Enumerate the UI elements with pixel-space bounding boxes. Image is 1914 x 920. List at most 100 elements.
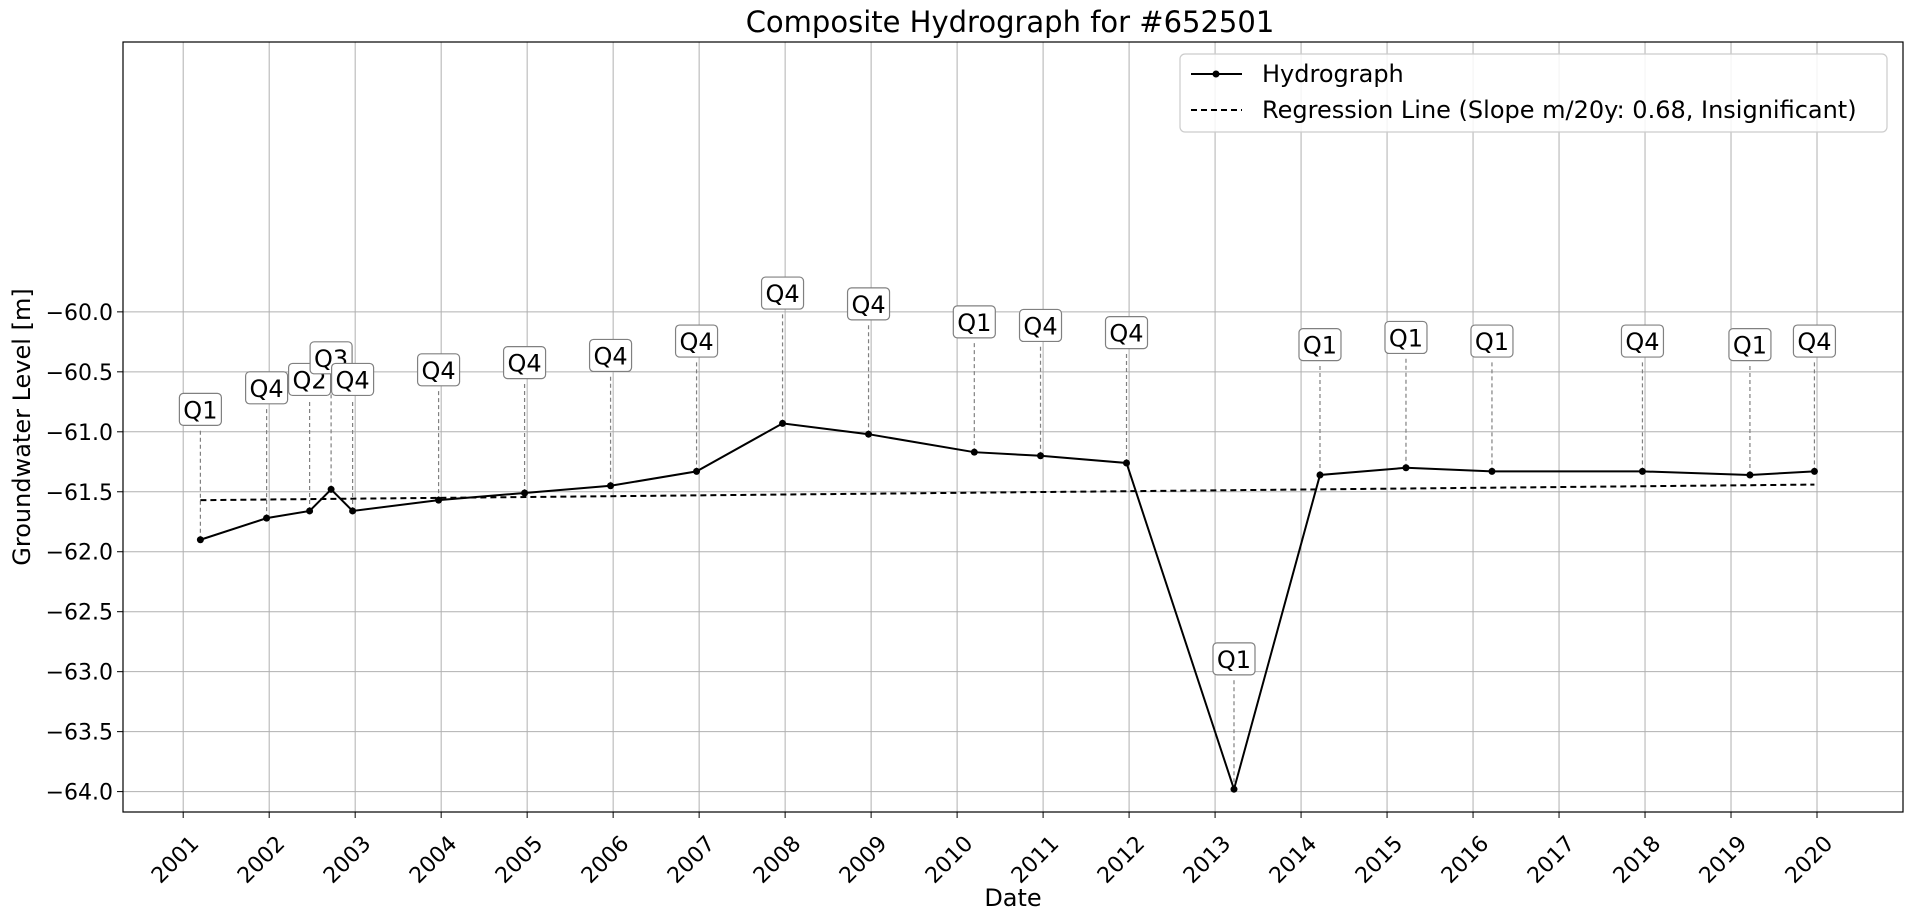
hydrograph-point — [435, 496, 443, 504]
hydrograph-point — [779, 419, 787, 427]
x-tick-label: 2011 — [1007, 831, 1064, 888]
annotation-box — [1018, 308, 1063, 343]
quarter-label: Q4 — [593, 342, 627, 370]
x-tick-label: 2003 — [319, 831, 376, 888]
hydrograph-point — [1810, 467, 1818, 475]
hydrograph-point — [196, 536, 204, 544]
x-tick-label: 2002 — [233, 831, 290, 888]
hydrograph-point — [1037, 452, 1045, 460]
x-tick-label: 2019 — [1695, 831, 1752, 888]
x-tick-label: 2014 — [1265, 831, 1322, 888]
annotation-box — [502, 346, 547, 380]
hydrograph-point — [1123, 459, 1131, 467]
annotation-box — [330, 362, 375, 397]
annotation-box — [245, 371, 289, 405]
x-tick-label: 2015 — [1351, 831, 1408, 888]
annotation-box — [1384, 320, 1428, 355]
regression-line — [200, 483, 1815, 502]
x-tick-label: 2013 — [1179, 831, 1236, 888]
x-tick-label: 2004 — [405, 831, 462, 888]
hydrograph-point — [970, 448, 978, 456]
quarter-label: Q4 — [1023, 312, 1057, 340]
annotation-box — [674, 324, 719, 358]
quarter-label: Q4 — [851, 291, 885, 319]
x-tick-label: 2008 — [749, 831, 806, 888]
quarter-label: Q4 — [765, 280, 799, 308]
quarter-label: Q4 — [250, 375, 284, 403]
y-tick-label: −63.5 — [46, 721, 113, 746]
x-tick-label: 2005 — [491, 831, 548, 888]
quarter-label: Q1 — [1217, 646, 1251, 674]
annotation-box — [846, 287, 891, 321]
hydrograph-point — [865, 430, 873, 438]
annotation-box — [1620, 324, 1665, 358]
legend-hydrograph-marker — [1212, 70, 1220, 78]
quarter-label: Q1 — [1475, 328, 1509, 356]
legend-regression-label: Regression Line (Slope m/20y: 0.68, Insi… — [1262, 96, 1857, 124]
annotation-box — [1298, 328, 1342, 362]
y-tick-label: −60.5 — [46, 361, 113, 386]
annotation-box — [952, 305, 996, 339]
annotation-box — [1728, 328, 1772, 362]
hydrograph-point — [306, 507, 314, 515]
y-tick-label: −63.0 — [46, 661, 113, 686]
hydrograph-point — [263, 514, 271, 522]
annotation-box — [1792, 324, 1837, 358]
quarter-label: Q1 — [1303, 332, 1337, 360]
y-tick-label: −62.0 — [46, 541, 113, 566]
x-tick-label: 2010 — [921, 831, 978, 888]
chart-title: Composite Hydrograph for #652501 — [746, 5, 1275, 39]
grid — [123, 42, 1903, 812]
hydrograph-point — [349, 507, 357, 515]
x-tick-label: 2017 — [1523, 831, 1580, 888]
hydrograph-point — [1402, 464, 1410, 472]
y-tick-label: −64.0 — [46, 781, 113, 806]
y-tick-label: −62.5 — [46, 601, 113, 626]
hydrograph-point — [1638, 467, 1646, 475]
quarter-label: Q4 — [336, 366, 370, 394]
hydrograph-point — [693, 467, 701, 475]
quarter-label: Q1 — [1389, 324, 1423, 352]
annotation-box — [416, 353, 461, 387]
y-tick-label: −60.0 — [46, 301, 113, 326]
hydrograph-point — [327, 485, 335, 493]
x-tick-label: 2009 — [835, 831, 892, 888]
x-tick-label: 2001 — [147, 831, 204, 888]
y-tick-label: −61.5 — [46, 481, 113, 506]
hydrograph-point — [607, 482, 615, 490]
quarter-label: Q4 — [1797, 328, 1831, 356]
quarter-label: Q1 — [1733, 332, 1767, 360]
hydrograph-point — [1488, 467, 1496, 475]
annotation-box — [588, 338, 633, 373]
x-tick-label: 2018 — [1609, 831, 1666, 888]
hydrograph-point — [521, 489, 529, 497]
x-tick-label: 2016 — [1437, 831, 1494, 888]
annotation-box — [760, 276, 805, 310]
quarter-label: Q1 — [957, 309, 991, 337]
quarter-label: Q1 — [183, 396, 217, 424]
x-tick-label: 2007 — [663, 831, 720, 888]
hydrograph-point — [1746, 471, 1754, 479]
x-tick-label: 2012 — [1093, 831, 1150, 888]
annotation-box — [1470, 324, 1514, 358]
legend-box — [1179, 53, 1888, 133]
quarter-label: Q4 — [421, 357, 455, 385]
y-axis-label: Groundwater Level [m] — [8, 288, 36, 565]
x-axis: 2001 2002 2003 2004 2005 2006 2007 2008 2009 2010… — [147, 812, 1838, 889]
annotation-box — [1104, 316, 1149, 350]
y-axis: −64.0 −63.5 −63.0 −62.5 −62.0 −61.5 −61.0 −60.5… — [46, 301, 123, 806]
annotation-box — [1212, 642, 1256, 676]
legend: Hydrograph Regression Line (Slope m/20y:… — [1179, 53, 1888, 133]
quarter-label: Q4 — [1625, 328, 1659, 356]
legend-hydrograph-label: Hydrograph — [1262, 60, 1404, 88]
quarter-label: Q4 — [679, 328, 713, 356]
quarter-label: Q4 — [1109, 320, 1143, 348]
hydrograph-point — [1230, 785, 1238, 793]
hydrograph-line — [200, 422, 1815, 793]
annotation-box — [178, 392, 222, 427]
x-tick-label: 2020 — [1781, 831, 1838, 888]
plot-frame — [122, 41, 1904, 813]
x-tick-label: 2006 — [577, 831, 634, 888]
